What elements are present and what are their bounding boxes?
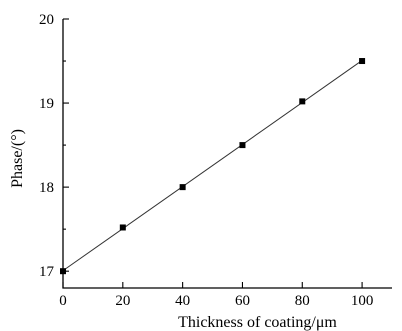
- plot-area: [62, 19, 392, 289]
- data-point: [299, 98, 306, 105]
- x-tick-label: 60: [235, 293, 250, 309]
- y-axis-ticks: 17 18 19 20: [39, 12, 69, 280]
- data-point: [119, 224, 126, 231]
- x-tick-label: 80: [295, 293, 310, 309]
- y-axis-label: Phase/(°): [9, 129, 26, 188]
- x-tick-label: 20: [115, 293, 130, 309]
- x-axis-ticks: 0 20 40 60 80 100: [59, 282, 373, 309]
- data-point: [239, 142, 246, 149]
- data-points: [60, 58, 366, 275]
- y-tick-label: 18: [39, 180, 54, 196]
- data-point: [359, 58, 366, 65]
- x-tick-label: 100: [351, 293, 374, 309]
- x-tick-label: 0: [59, 293, 67, 309]
- fit-line: [62, 60, 363, 272]
- y-tick-label: 17: [39, 264, 55, 280]
- y-tick-label: 19: [39, 96, 54, 112]
- data-point: [179, 184, 186, 191]
- y-tick-label: 20: [39, 12, 54, 28]
- x-axis-label: Thickness of coating/μm: [178, 314, 337, 331]
- x-tick-label: 40: [175, 293, 190, 309]
- data-point: [60, 268, 66, 275]
- fit-line-group: [62, 60, 363, 272]
- axis-frame: [62, 19, 392, 289]
